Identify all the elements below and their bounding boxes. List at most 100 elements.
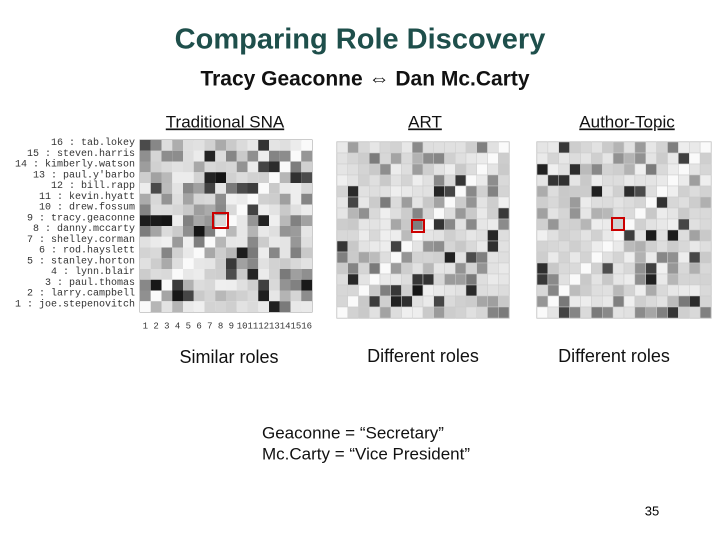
matrix-cell [215,161,226,173]
matrix-cell [569,273,581,286]
matrix-cell [301,290,312,302]
matrix-cell [390,229,402,242]
matrix-cell [656,240,668,253]
matrix-cell [290,236,302,248]
matrix-cell [645,152,657,165]
matrix-cell [612,152,625,165]
matrix-cell [140,204,151,216]
matrix-cell [591,174,603,187]
matrix-cell [401,229,413,242]
matrix-cell [645,218,657,231]
matrix-cell [465,152,477,165]
matrix-cell [358,273,370,286]
matrix-cell [226,226,237,237]
matrix-cell [498,240,510,253]
matrix-cell [412,152,424,165]
matrix-cell [536,196,549,209]
matrix-cell [602,185,614,198]
matrix-cell [204,172,216,183]
matrix-cell [547,196,559,209]
matrix-cell [612,251,625,264]
matrix-cell [279,193,291,205]
matrix-cell [591,185,603,198]
matrix-cell [204,258,216,269]
matrix-cell [290,215,302,226]
matrix-cell [465,207,477,220]
matrix-cell [226,215,237,226]
matrix-cell [336,229,348,242]
matrix-cell [487,141,499,154]
matrix-cell [455,284,467,297]
matrix-cell [689,174,701,187]
matrix-cell [667,229,679,242]
matrix-cell [558,295,570,308]
matrix-cell [301,258,312,269]
panel-caption: Similar roles [179,347,278,367]
matrix-cell [236,301,248,312]
matrix-cell [226,279,237,291]
matrix-cell [602,284,614,297]
matrix-cell [150,140,162,151]
matrix-cell [247,140,259,151]
matrix-cell [487,251,499,264]
matrix-cell [183,258,194,269]
row-label: 4 : lynn.blair [51,266,135,278]
matrix-cell [667,174,679,187]
matrix-cell [347,240,359,253]
matrix-cell [645,273,657,286]
matrix-cell [379,240,391,253]
matrix-cell [279,150,291,162]
matrix-cell [269,236,280,248]
matrix-cell [279,204,291,216]
matrix-cell [547,251,559,264]
matrix-cell [422,262,434,275]
matrix-cell [455,174,467,187]
panel-heading: Traditional SNA [166,112,285,131]
matrix-cell [558,185,570,198]
matrix-cell [161,247,173,259]
matrix-cell [390,273,402,286]
matrix-cell [558,251,570,264]
matrix-cell [336,251,348,264]
subtitle: Tracy Geaconne ⇔ Dan Mc.Carty [200,68,529,91]
matrix-cell [379,185,391,198]
matrix-cell [465,240,477,253]
matrix-cell [455,295,467,308]
matrix-cell [678,229,690,242]
matrix-cell [258,140,269,151]
matrix-cell [290,301,302,312]
matrix-cell [150,269,162,280]
column-label: 14 [280,321,291,331]
matrix-cell [487,185,499,198]
matrix-cell [236,247,248,259]
matrix-cell [487,306,499,319]
matrix-cell [699,284,712,297]
matrix-cell [689,284,701,297]
matrix-cell [369,185,381,198]
column-label: 3 [164,321,169,331]
matrix-cell [193,236,205,248]
matrix-cell [358,207,370,220]
matrix-cell [591,196,603,209]
matrix-cell [336,152,348,165]
matrix-cell [623,196,636,209]
matrix-cell [591,273,603,286]
matrix-cell [602,196,614,209]
matrix-cell [623,152,636,165]
matrix-cell [569,196,581,209]
row-label: 10 : drew.fossum [39,202,135,214]
matrix-cell [623,218,636,231]
matrix-cell [347,229,359,242]
matrix-cell [183,204,194,216]
matrix-cell [172,161,183,173]
matrix-cell [269,161,280,173]
matrix-cell [269,204,280,216]
matrix-cell [591,284,603,297]
matrix-cell [258,204,269,216]
highlight-box [411,219,425,233]
matrix-cell [150,183,162,194]
matrix-cell [301,301,312,312]
matrix-cell [401,295,413,308]
matrix-cell [465,273,477,286]
matrix-cell [390,174,402,187]
